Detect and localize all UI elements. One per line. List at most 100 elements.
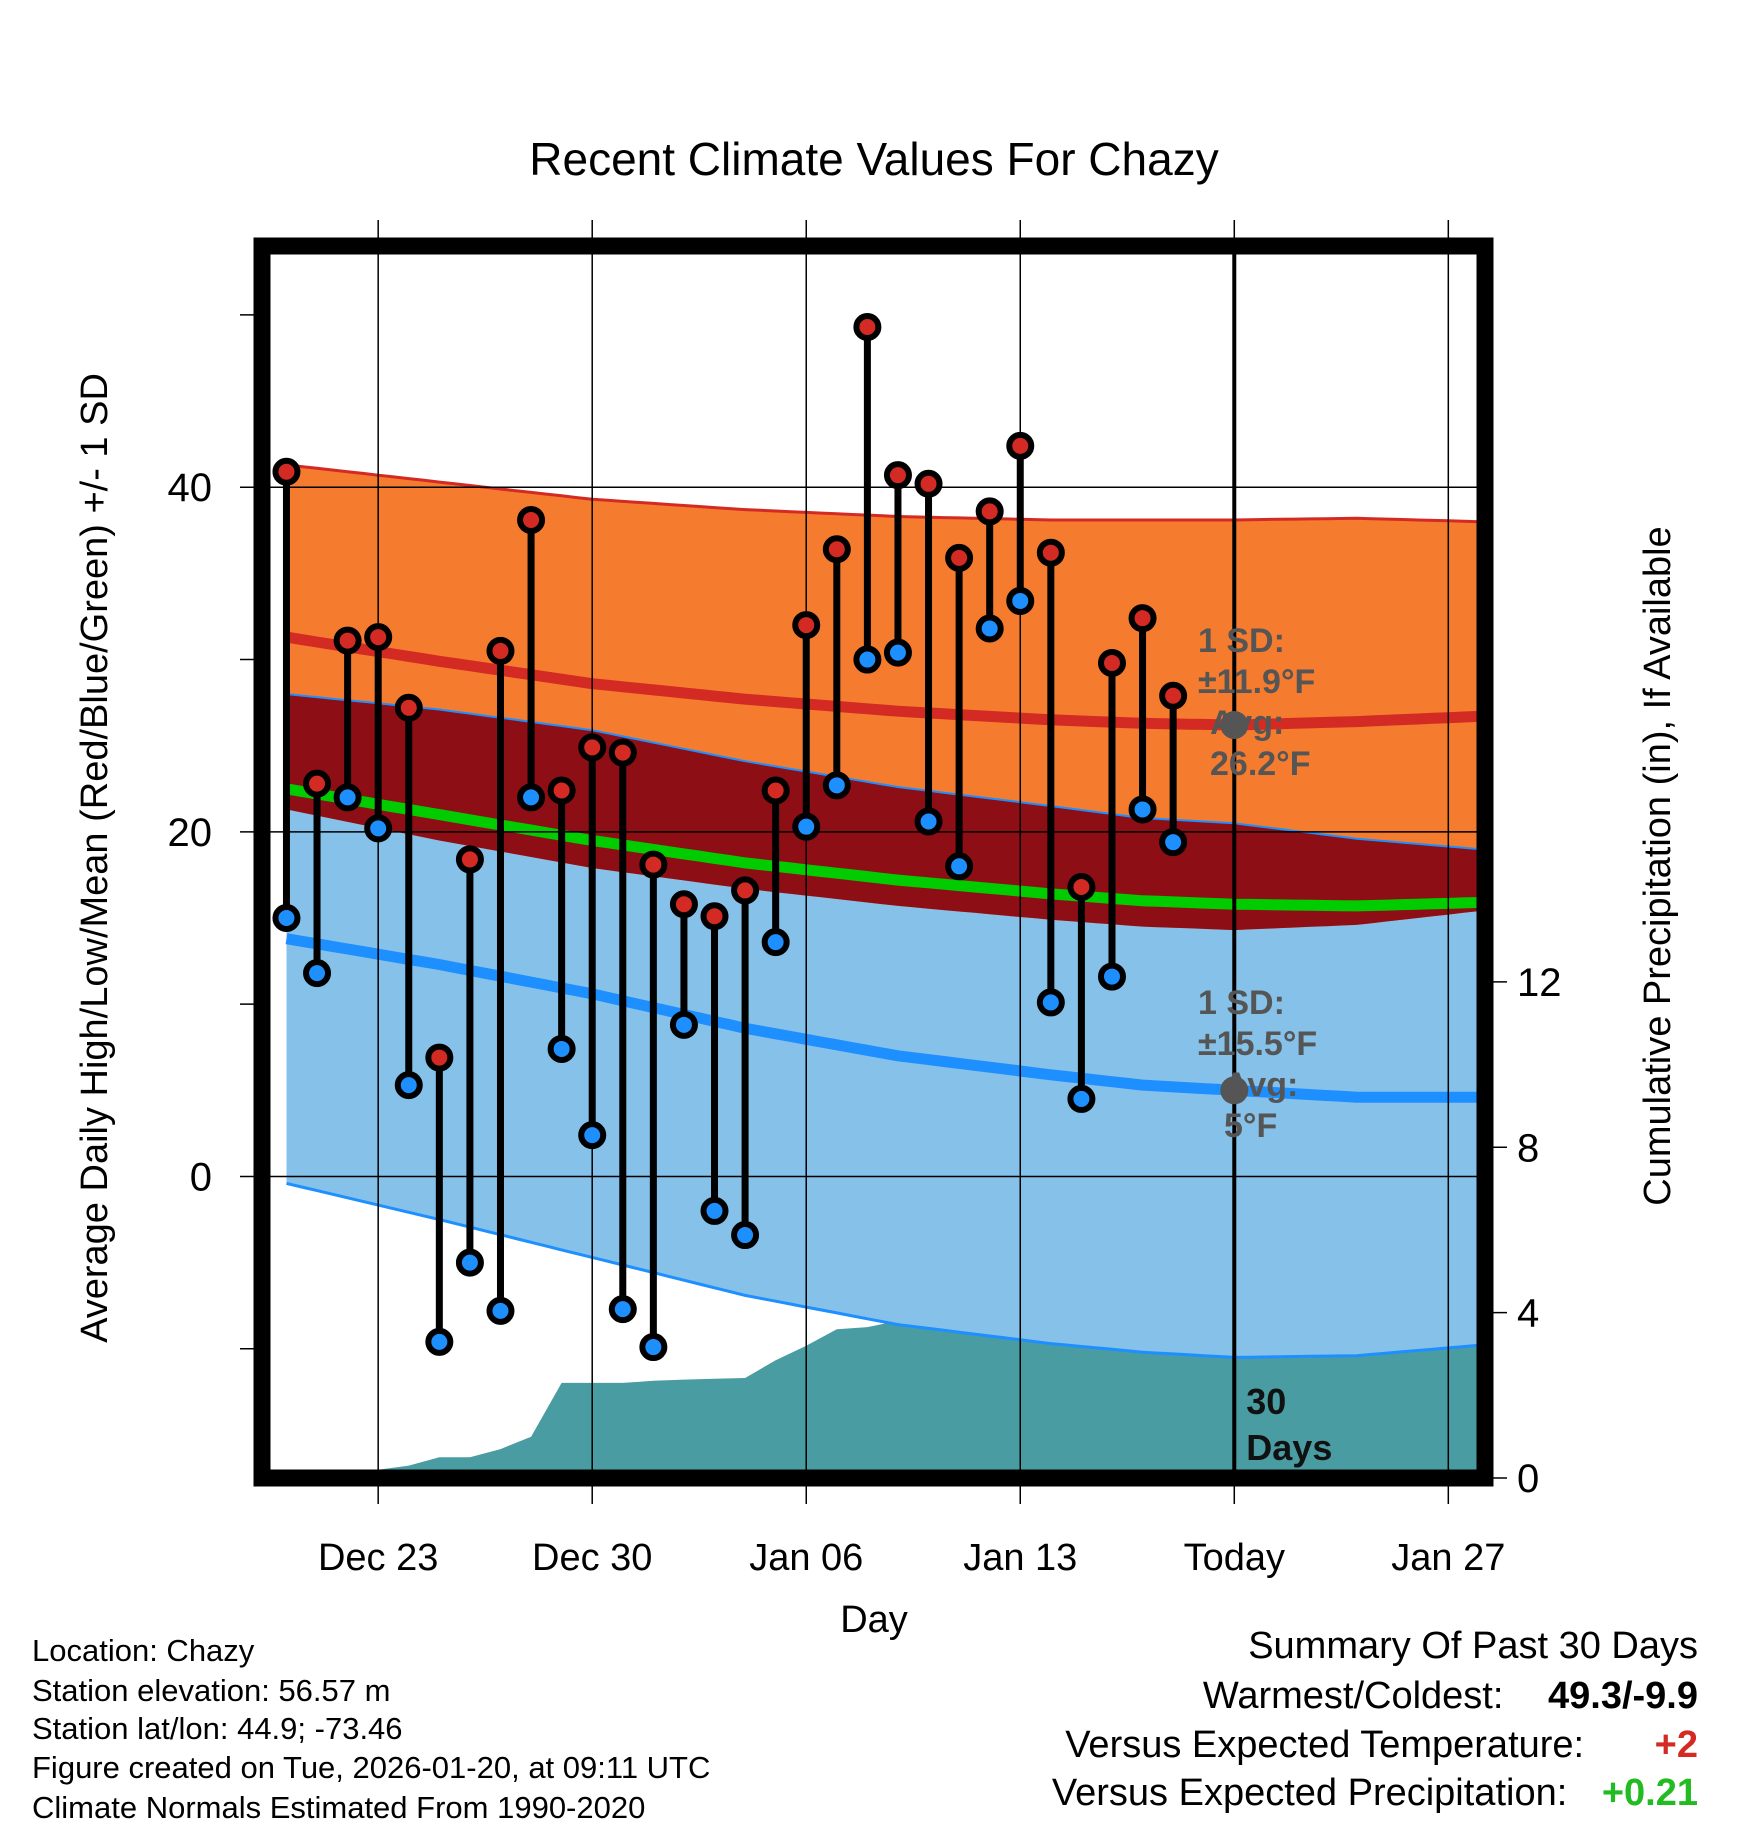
daily-high-point bbox=[822, 535, 851, 564]
y2-tick-label: 12 bbox=[1517, 961, 1562, 1005]
daily-high-point bbox=[608, 738, 637, 767]
summary-precip-label: Versus Expected Precipitation: bbox=[1051, 1772, 1568, 1814]
daily-high-point bbox=[1159, 681, 1188, 710]
high-avg-line bbox=[285, 631, 1480, 731]
summary-temp: Versus Expected Temperature: +2 bbox=[1065, 1724, 1698, 1767]
daily-high-point bbox=[731, 876, 760, 905]
high-annotation-text-3: 26.2°F bbox=[1210, 745, 1311, 783]
y-axis-label: Average Daily High/Low/Mean (Red/Blue/Gr… bbox=[74, 373, 116, 1343]
period-label-text: Days bbox=[1246, 1427, 1332, 1468]
daily-low-point bbox=[1128, 795, 1157, 824]
x-tick-label: Dec 23 bbox=[318, 1537, 438, 1579]
y-tick-label: 20 bbox=[168, 811, 213, 855]
daily-high-point bbox=[1036, 538, 1065, 567]
daily-low-point bbox=[364, 814, 393, 843]
daily-low-point bbox=[303, 959, 332, 988]
daily-high-point bbox=[1067, 872, 1096, 901]
daily-low-point bbox=[914, 807, 943, 836]
daily-low-point bbox=[486, 1296, 515, 1325]
daily-low-point bbox=[731, 1221, 760, 1250]
daily-high-point bbox=[792, 611, 821, 640]
period-label-text: 30 bbox=[1246, 1381, 1286, 1422]
summary-warmest: Warmest/Coldest: 49.3/-9.9 bbox=[1203, 1675, 1698, 1718]
plot-frame bbox=[253, 237, 1494, 1487]
high-annotation-text-1: ±11.9°F bbox=[1198, 663, 1315, 701]
latlon-text: Station lat/lon: 44.9; -73.46 bbox=[32, 1711, 403, 1746]
daily-high-point bbox=[333, 626, 362, 655]
today-high-avg-marker bbox=[1220, 711, 1249, 740]
daily-high-point bbox=[425, 1043, 454, 1072]
location-text: Location: Chazy bbox=[32, 1633, 255, 1668]
daily-high-point bbox=[1006, 431, 1035, 460]
daily-high-point bbox=[578, 733, 607, 762]
daily-high-point bbox=[945, 543, 974, 572]
mean-avg-line bbox=[285, 783, 1480, 912]
daily-low-point bbox=[394, 1071, 423, 1100]
created-text: Figure created on Tue, 2026-01-20, at 09… bbox=[32, 1750, 711, 1785]
x-tick-label: Dec 30 bbox=[532, 1537, 652, 1579]
normals-text: Climate Normals Estimated From 1990-2020 bbox=[32, 1790, 646, 1825]
daily-high-point bbox=[547, 776, 576, 805]
daily-high-point bbox=[975, 497, 1004, 526]
y2-tick-label: 4 bbox=[1517, 1292, 1539, 1336]
daily-high-point bbox=[1097, 648, 1126, 677]
summary-warmest-value: 49.3/-9.9 bbox=[1548, 1675, 1698, 1717]
daily-low-point bbox=[822, 771, 851, 800]
elevation-text: Station elevation: 56.57 m bbox=[32, 1673, 391, 1708]
daily-low-point bbox=[669, 1010, 698, 1039]
x-tick-label: Jan 27 bbox=[1391, 1537, 1505, 1579]
daily-high-point bbox=[394, 693, 423, 722]
daily-low-point bbox=[272, 904, 301, 932]
high-annotation-text-2: Avg: bbox=[1210, 704, 1284, 742]
daily-low-point bbox=[1067, 1084, 1096, 1113]
daily-low-point bbox=[700, 1196, 729, 1225]
low-annotation-text-1: ±15.5°F bbox=[1198, 1025, 1317, 1063]
chart-title: Recent Climate Values For Chazy bbox=[529, 133, 1218, 185]
daily-high-point bbox=[639, 850, 668, 879]
daily-high-point bbox=[364, 623, 393, 652]
daily-low-point bbox=[1097, 962, 1126, 991]
low-sd-upper-line bbox=[286, 693, 1479, 851]
low-avg-line bbox=[285, 933, 1479, 1103]
high-annotation-text-0: 1 SD: bbox=[1198, 622, 1285, 660]
daily-low-point bbox=[425, 1327, 454, 1356]
low-annotation-text-3: 5°F bbox=[1224, 1107, 1277, 1145]
daily-high-point bbox=[486, 636, 515, 665]
y-tick-label: 40 bbox=[168, 466, 213, 510]
daily-high-point bbox=[517, 505, 546, 534]
daily-high-point bbox=[455, 845, 484, 874]
daily-high-point bbox=[761, 776, 790, 805]
daily-low-point bbox=[975, 614, 1004, 643]
daily-low-point bbox=[455, 1248, 484, 1277]
summary-precip: Versus Expected Precipitation: +0.21 bbox=[1052, 1772, 1698, 1815]
daily-low-point bbox=[1006, 586, 1035, 615]
y2-tick-label: 0 bbox=[1517, 1457, 1539, 1501]
daily-low-point bbox=[547, 1034, 576, 1063]
daily-high-point bbox=[1128, 604, 1157, 633]
low-annotation-text-2: Avg: bbox=[1224, 1066, 1298, 1104]
y2-axis-label: Cumulative Precipitation (in), If Availa… bbox=[1637, 526, 1679, 1205]
daily-low-point bbox=[578, 1121, 607, 1150]
daily-low-point bbox=[1159, 828, 1188, 857]
y-tick-label: 0 bbox=[190, 1155, 212, 1199]
summary-title: Summary Of Past 30 Days bbox=[1248, 1625, 1698, 1667]
low-sd-lower-line bbox=[286, 1181, 1480, 1359]
daily-high-point bbox=[883, 461, 912, 490]
daily-low-point bbox=[945, 852, 974, 881]
daily-high-point bbox=[669, 890, 698, 919]
daily-low-point bbox=[517, 783, 546, 812]
daily-low-point bbox=[853, 645, 882, 674]
daily-high-point bbox=[853, 312, 882, 341]
low-annotation-text-0: 1 SD: bbox=[1198, 984, 1285, 1022]
y2-tick-label: 8 bbox=[1517, 1126, 1539, 1170]
daily-low-point bbox=[639, 1333, 668, 1362]
summary-temp-value: +2 bbox=[1654, 1724, 1698, 1766]
x-tick-label: Today bbox=[1184, 1537, 1285, 1579]
daily-high-point bbox=[272, 457, 301, 486]
daily-low-point bbox=[333, 783, 362, 812]
daily-high-point bbox=[700, 902, 729, 931]
summary-warmest-label: Warmest/Coldest: bbox=[1202, 1675, 1504, 1717]
summary-temp-label: Versus Expected Temperature: bbox=[1065, 1724, 1585, 1766]
